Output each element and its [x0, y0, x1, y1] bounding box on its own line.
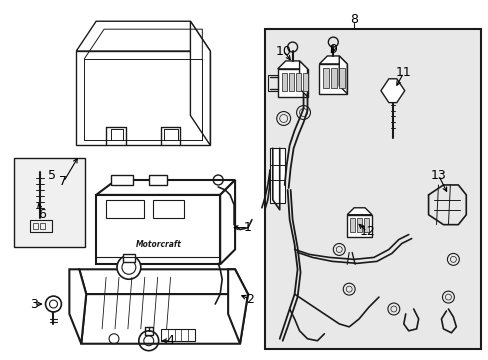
Polygon shape [69, 269, 86, 344]
Polygon shape [346, 215, 371, 237]
Bar [349, 218, 354, 231]
Bar [161, 329, 195, 341]
Polygon shape [319, 56, 346, 64]
Bar [267, 75, 277, 91]
Text: Motorcraft: Motorcraft [136, 240, 181, 249]
Polygon shape [96, 180, 235, 195]
Text: 8: 8 [349, 13, 357, 26]
Bar [264, 29, 480, 349]
Bar [288, 73, 293, 91]
Text: 2: 2 [245, 293, 253, 306]
Bar [40, 223, 44, 229]
Bar [331, 68, 337, 88]
Bar [33, 223, 38, 229]
Bar [364, 218, 368, 231]
Text: 7: 7 [59, 175, 67, 189]
Polygon shape [277, 69, 307, 96]
Circle shape [117, 255, 141, 279]
Bar [122, 255, 135, 262]
Bar [106, 200, 143, 218]
Text: 9: 9 [329, 42, 337, 55]
Bar [339, 68, 345, 88]
Bar [14, 158, 85, 247]
Polygon shape [76, 51, 210, 145]
Text: 4: 4 [166, 334, 174, 347]
Polygon shape [96, 195, 220, 264]
Bar [111, 175, 133, 185]
Text: 6: 6 [38, 208, 45, 221]
Bar [295, 73, 300, 91]
Polygon shape [76, 21, 210, 51]
Bar [30, 220, 51, 231]
Bar [152, 200, 184, 218]
Bar [148, 175, 166, 185]
Polygon shape [79, 269, 247, 294]
Polygon shape [380, 79, 404, 103]
Polygon shape [228, 269, 247, 344]
Text: 13: 13 [430, 168, 446, 181]
Polygon shape [277, 61, 307, 69]
Text: 10: 10 [275, 45, 291, 58]
Polygon shape [339, 56, 346, 94]
Polygon shape [299, 61, 307, 96]
Polygon shape [220, 180, 235, 264]
Text: 11: 11 [395, 66, 411, 79]
Polygon shape [190, 21, 210, 145]
Bar [269, 148, 284, 203]
Polygon shape [319, 64, 346, 94]
Text: 3: 3 [30, 297, 38, 311]
Bar [323, 68, 328, 88]
Text: 12: 12 [359, 225, 374, 238]
Text: 5: 5 [47, 168, 55, 181]
Bar [302, 73, 307, 91]
Bar [281, 73, 286, 91]
Polygon shape [346, 208, 371, 215]
Polygon shape [81, 294, 247, 344]
Bar [356, 218, 361, 231]
Text: 1: 1 [244, 221, 251, 234]
